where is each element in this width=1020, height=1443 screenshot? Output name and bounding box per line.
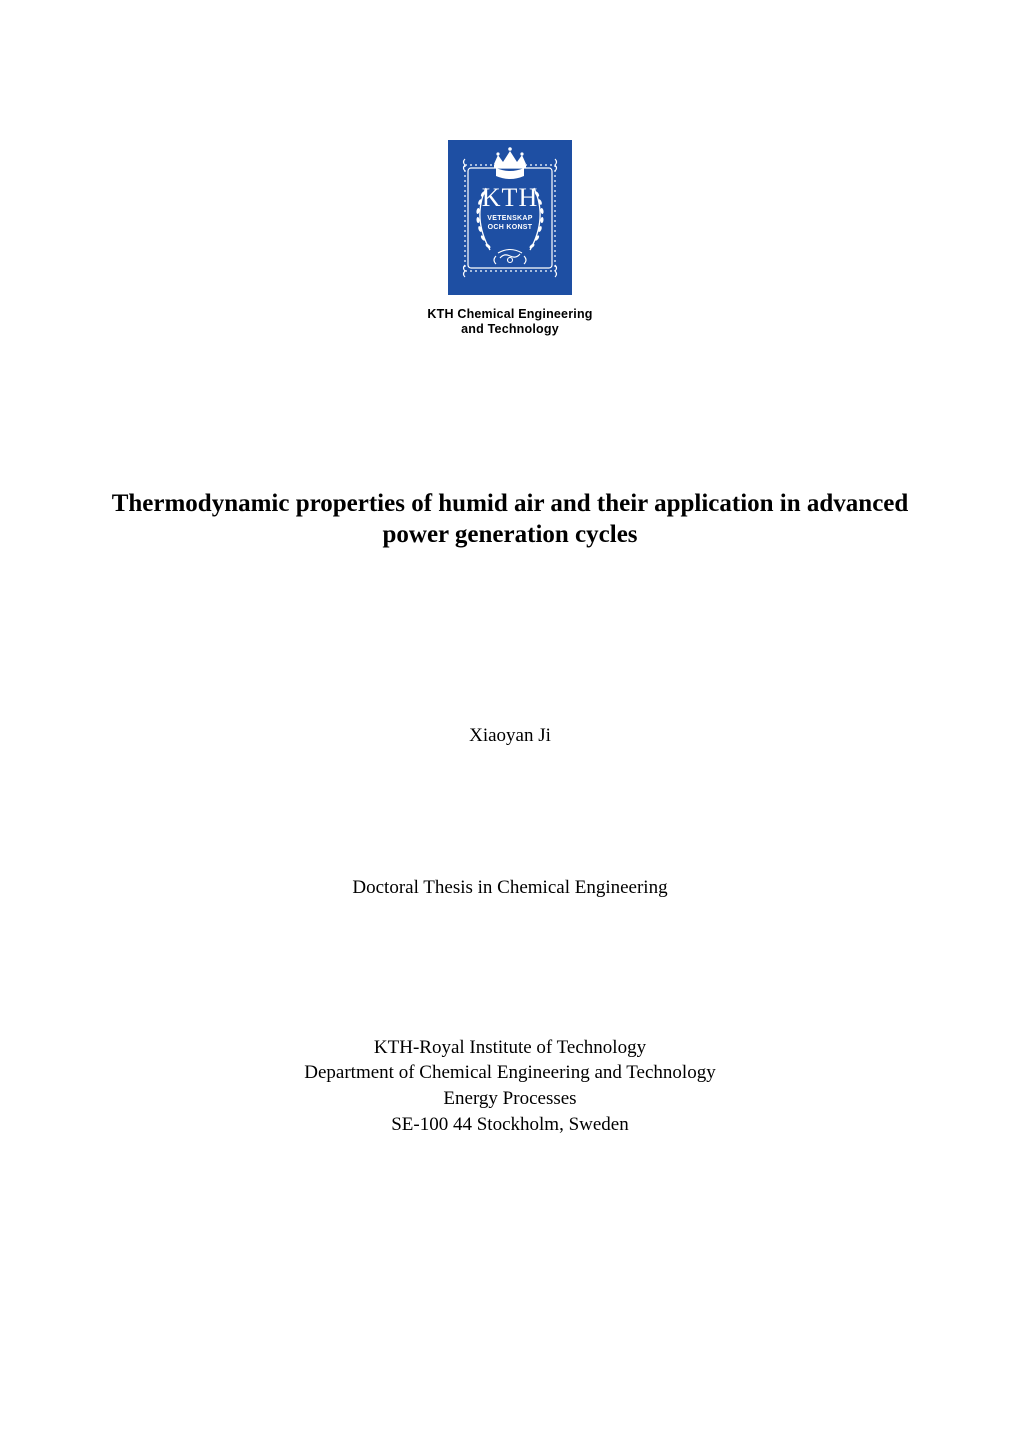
motto-line2: OCH KONST (488, 224, 533, 231)
affiliation-division: Energy Processes (304, 1087, 715, 1112)
thesis-subtitle: Doctoral Thesis in Chemical Engineering (352, 877, 667, 899)
svg-text:KTH: KTH (482, 183, 538, 212)
author-name: Xiaoyan Ji (469, 725, 551, 747)
affiliation-address: SE-100 44 Stockholm, Sweden (304, 1113, 715, 1138)
motto-line1: VETENSKAP (487, 215, 533, 222)
logo-block: KTH VETENSKAP OCH KONST (427, 140, 592, 336)
thesis-title-page: KTH VETENSKAP OCH KONST (0, 0, 1020, 1443)
kth-emblem: KTH VETENSKAP OCH KONST (448, 140, 572, 295)
kth-crest-icon: KTH VETENSKAP OCH KONST (448, 140, 572, 295)
affiliation-block: KTH-Royal Institute of Technology Depart… (304, 1035, 715, 1138)
dept-label-line2: and Technology (461, 322, 559, 336)
thesis-title: Thermodynamic properties of humid air an… (100, 488, 920, 551)
affiliation-department: Department of Chemical Engineering and T… (304, 1061, 715, 1086)
affiliation-institution: KTH-Royal Institute of Technology (304, 1036, 715, 1061)
dept-label-line1: KTH Chemical Engineering (427, 307, 592, 321)
